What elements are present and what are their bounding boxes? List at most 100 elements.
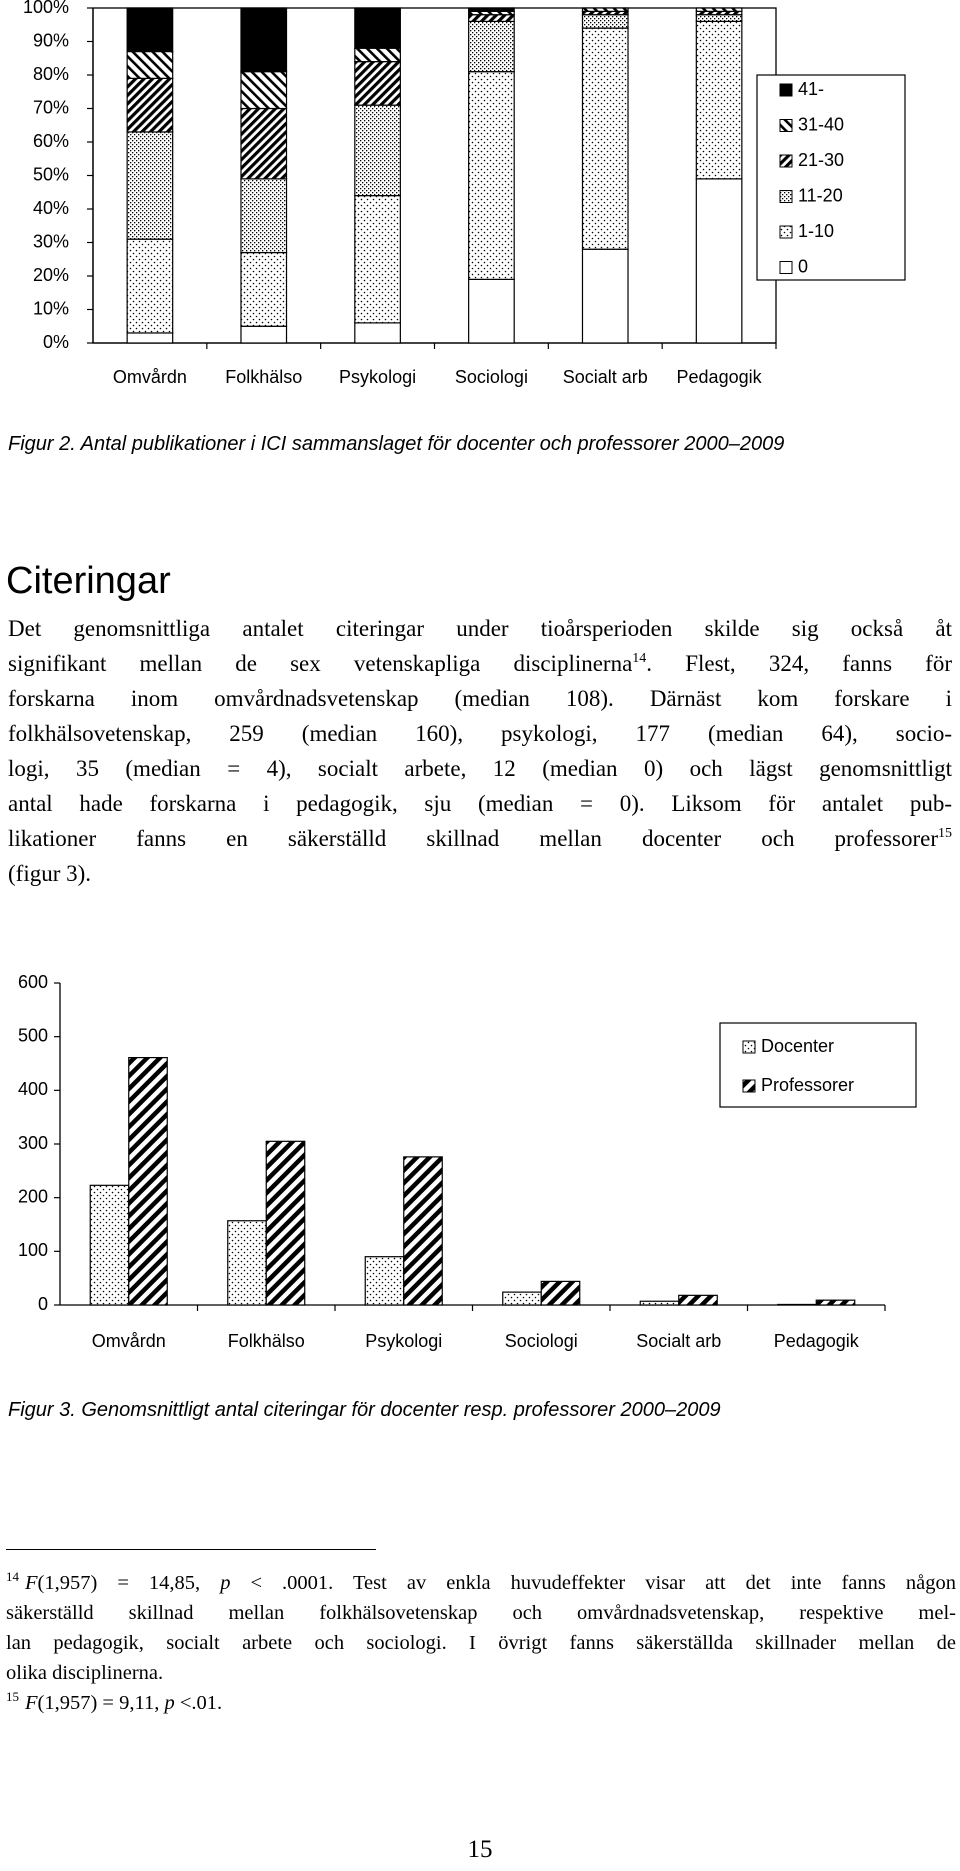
text-run: <.01. (174, 1692, 223, 1714)
chart-citations: 0 100 200 300 400 500 600 Omvårdn Folkhälso Psyko… (18, 972, 917, 1351)
x-tick-label: Pedagogik (774, 1331, 860, 1351)
bar-segment (354, 60, 401, 106)
footnote-ref: 15 (938, 826, 952, 841)
text-run: forskarna inom omvårdnadsvetenskap (medi… (8, 686, 952, 711)
y-tick-label: 90% (33, 30, 69, 50)
text-line: Det genomsnittliga antalet citeringar un… (8, 611, 952, 646)
bar-segment (581, 14, 629, 29)
bar-segment (354, 195, 401, 324)
bar (639, 1300, 680, 1306)
legend-swatch (779, 83, 793, 97)
footnote-ref: 14 (6, 1569, 19, 1584)
x-tick-label: Omvårdn (92, 1331, 166, 1351)
bar-segment (468, 71, 515, 280)
text-run: . Flest, 324, fanns för (646, 651, 952, 676)
bar-segment (126, 7, 174, 53)
text-line: forskarna inom omvårdnadsvetenskap (medi… (8, 681, 952, 716)
legend-swatch (779, 261, 793, 274)
y-tick-label: 50% (33, 164, 69, 184)
bar-segment (126, 77, 174, 133)
text-run: (figur 3). (8, 861, 92, 886)
footnote-rule (6, 1549, 376, 1550)
bar-segment (581, 7, 629, 12)
legend-swatch (779, 225, 793, 239)
text-run: folkhälsovetenskap, 259 (median 160), ps… (8, 721, 952, 746)
text-line: säkerställd skillnad mellan folkhälsovet… (6, 1598, 956, 1628)
y-tick-label: 100 (18, 1240, 48, 1260)
chart-publications: 0% 10% 20% 30% 40% 50% 60% 70% 80% 90% 100% Omvårdn… (23, 0, 906, 387)
y-tick-label: 600 (18, 972, 48, 992)
text-line: 15 F(1,957) = 9,11, p <.01. (6, 1688, 956, 1718)
x-tick-label: Omvårdn (113, 367, 187, 387)
bar-segment (240, 178, 288, 254)
bar-segment (581, 27, 629, 250)
bar (89, 1184, 130, 1306)
y-tick-label: 60% (33, 131, 69, 151)
legend-swatch (742, 1079, 756, 1093)
text-line: logi, 35 (median = 4), socialt arbete, 1… (8, 751, 952, 786)
legend-swatch (779, 154, 793, 168)
bar-segment (240, 325, 288, 344)
bar-segment (240, 71, 288, 110)
text-run: lan pedagogik, socialt arbete och sociol… (6, 1632, 956, 1654)
legend-label: 1-10 (798, 221, 834, 241)
bar (540, 1280, 581, 1306)
legend-label: Professorer (761, 1075, 854, 1095)
x-tick-label: Socialt arb (563, 367, 648, 387)
text-run: p (220, 1572, 231, 1594)
bar-segment (695, 20, 743, 180)
y-tick-label: 500 (18, 1025, 48, 1045)
legend-label: 41- (798, 79, 824, 99)
x-tick-label: Sociologi (455, 367, 528, 387)
figure-caption: Figur 3. Genomsnittligt antal citeringar… (8, 1399, 721, 1421)
text-run: F (25, 1572, 38, 1594)
y-tick-label: 0% (43, 332, 69, 352)
bar-segment (468, 20, 515, 73)
y-tick-label: 40% (33, 198, 69, 218)
bar (128, 1056, 168, 1306)
page-number: 15 (467, 1836, 493, 1863)
bar-segment (695, 7, 743, 12)
bar-segment (126, 131, 174, 240)
text-run: likationer fanns en säkerställd skillnad… (8, 826, 938, 851)
text-line: (figur 3). (8, 856, 952, 891)
body-paragraph: Det genomsnittliga antalet citeringar un… (8, 611, 952, 891)
legend-label: 0 (798, 256, 808, 276)
text-run: (1,957) = 9,11, (37, 1692, 165, 1714)
legend-box (756, 74, 906, 281)
section-heading: Citeringar (6, 560, 171, 602)
footnote-ref: 14 (632, 651, 647, 666)
x-tick-label: Pedagogik (677, 367, 763, 387)
bar (815, 1299, 856, 1306)
y-tick-label: 20% (33, 265, 69, 285)
y-tick-label: 400 (18, 1079, 48, 1099)
bar-segment (126, 332, 174, 344)
footnote-ref: 15 (6, 1689, 19, 1704)
text-run: signifikant mellan de sex vetenskapliga … (8, 651, 633, 676)
bar (502, 1291, 542, 1306)
legend-box (719, 1022, 917, 1108)
x-tick-label: Psykologi (365, 1331, 442, 1351)
y-tick-label: 300 (18, 1133, 48, 1153)
y-tick-label: 100% (23, 0, 69, 17)
bar-segment (468, 7, 515, 12)
bar-segment (468, 14, 515, 22)
text-run: p (164, 1692, 175, 1714)
bar (364, 1256, 405, 1306)
legend-swatch (779, 190, 793, 203)
y-tick-label: 30% (33, 231, 69, 251)
text-line: folkhälsovetenskap, 259 (median 160), ps… (8, 716, 952, 751)
text-run: < .0001. Test av enkla huvudeffekter vis… (230, 1572, 957, 1594)
bar (678, 1294, 718, 1306)
text-line: likationer fanns en säkerställd skillnad… (8, 821, 952, 856)
x-tick-label: Psykologi (339, 367, 416, 387)
bar-segment (468, 278, 515, 344)
legend-swatch (742, 1040, 756, 1054)
bar-segment (240, 7, 288, 73)
text-run: logi, 35 (median = 4), socialt arbete, 1… (8, 756, 952, 781)
y-tick-label: 80% (33, 64, 69, 84)
legend-label: 31-40 (798, 114, 844, 134)
y-tick-label: 10% (33, 298, 69, 318)
text-line: lan pedagogik, socialt arbete och sociol… (6, 1628, 956, 1658)
